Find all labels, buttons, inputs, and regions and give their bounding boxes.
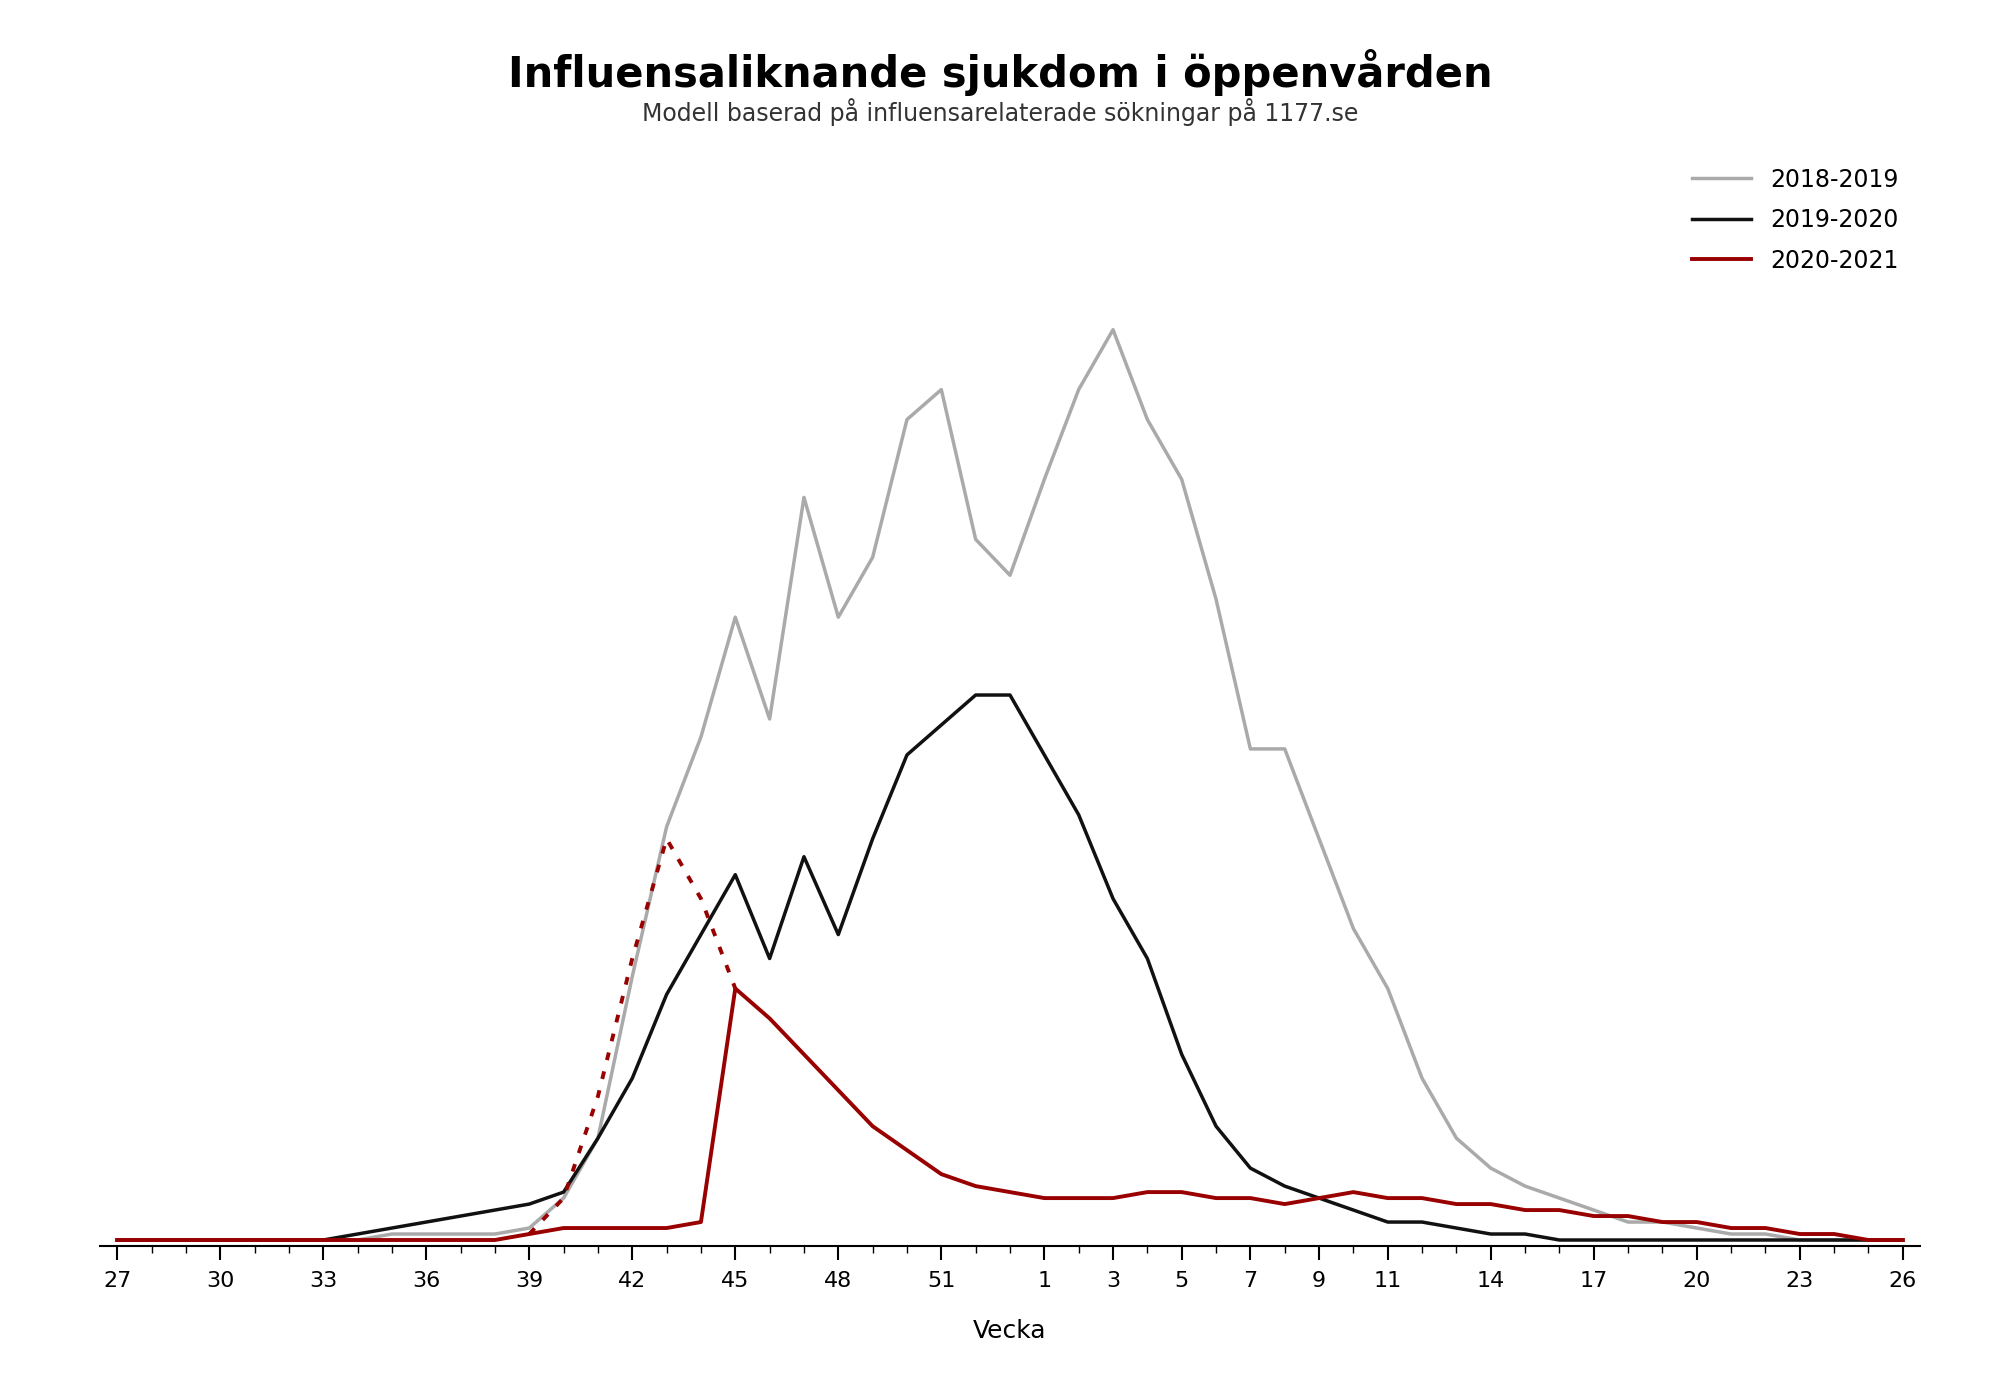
Text: Modell baserad på influensarelaterade sökningar på 1177.se: Modell baserad på influensarelaterade sö…	[642, 98, 1358, 126]
Text: Influensaliknande sjukdom i öppenvården: Influensaliknande sjukdom i öppenvården	[508, 49, 1492, 97]
Legend: 2018-2019, 2019-2020, 2020-2021: 2018-2019, 2019-2020, 2020-2021	[1684, 158, 1908, 283]
X-axis label: Vecka: Vecka	[974, 1319, 1046, 1343]
